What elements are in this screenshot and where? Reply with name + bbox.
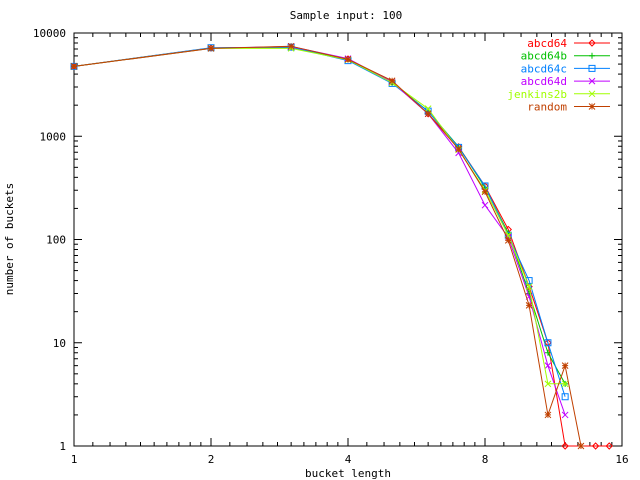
- data-point: [525, 302, 533, 309]
- legend-label: jenkins2b: [507, 88, 567, 101]
- legend-marker: [589, 52, 595, 59]
- x-tick-label: 4: [345, 453, 352, 466]
- x-tick-label: 1: [71, 453, 78, 466]
- data-point: [561, 393, 569, 401]
- legend-label: abcd64: [527, 37, 567, 50]
- data-point: [605, 442, 613, 450]
- series-line: [73, 46, 566, 385]
- data-point: [525, 277, 533, 285]
- legend-marker: [588, 103, 596, 110]
- series-jenkins2b: [70, 45, 569, 388]
- data-point: [344, 56, 352, 63]
- data-point: [577, 442, 585, 450]
- data-point: [70, 63, 78, 70]
- data-point: [591, 442, 600, 450]
- data-point: [544, 349, 551, 356]
- y-tick-label: 1: [59, 440, 66, 453]
- data-point: [504, 237, 512, 244]
- data-point: [287, 42, 295, 50]
- series-random: [70, 42, 585, 450]
- series-abcd64c: [70, 43, 569, 401]
- series-line: [73, 46, 566, 397]
- y-tick-label: 10000: [33, 27, 66, 40]
- data-point: [481, 188, 489, 196]
- y-tick-label: 1000: [40, 130, 67, 143]
- legend-item-random: random: [527, 101, 610, 114]
- legend-marker: [588, 77, 596, 85]
- legend-label: abcd64c: [521, 62, 567, 75]
- legend-label: abcd64b: [521, 50, 567, 63]
- legend-item-jenkins2b: jenkins2b: [507, 88, 610, 101]
- y-tick-label: 10: [53, 337, 66, 350]
- legend-item-abcd64: abcd64: [527, 37, 610, 50]
- series-line: [73, 45, 566, 416]
- legend-label: random: [527, 101, 567, 114]
- data-point: [544, 380, 552, 388]
- data-point: [544, 362, 552, 370]
- series-layer: [70, 42, 613, 450]
- data-point: [424, 105, 432, 113]
- data-point: [561, 411, 569, 419]
- data-point: [561, 362, 569, 370]
- chart-title: Sample input: 100: [290, 9, 403, 22]
- legend: abcd64abcd64babcd64cabcd64djenkins2brand…: [507, 37, 610, 114]
- series-abcd64b: [71, 44, 569, 387]
- data-point: [525, 283, 533, 290]
- y-tick-label: 100: [46, 234, 66, 247]
- x-axis: 1 2 4 8 16: [71, 33, 629, 466]
- series-abcd64d: [70, 43, 569, 419]
- data-point: [561, 442, 569, 450]
- data-point: [481, 201, 489, 209]
- legend-item-abcd64d: abcd64d: [521, 75, 610, 88]
- legend-label: abcd64d: [521, 75, 567, 88]
- y-axis: 1 10 100 1000 10000: [33, 27, 622, 453]
- legend-marker: [588, 64, 596, 72]
- series-line: [73, 47, 566, 385]
- x-tick-label: 16: [615, 453, 628, 466]
- data-point: [544, 339, 552, 347]
- data-point: [424, 110, 432, 118]
- data-point: [207, 45, 215, 52]
- legend-item-abcd64c: abcd64c: [521, 62, 610, 75]
- legend-marker: [588, 90, 596, 98]
- legend-item-abcd64b: abcd64b: [521, 50, 610, 63]
- data-point: [424, 110, 432, 118]
- data-point: [544, 411, 552, 419]
- y-axis-title: number of buckets: [3, 183, 16, 296]
- data-point: [388, 77, 396, 85]
- x-tick-label: 2: [208, 453, 215, 466]
- x-axis-title: bucket length: [305, 467, 391, 480]
- series-line: [73, 45, 582, 447]
- data-point: [561, 380, 569, 388]
- legend-marker: [588, 39, 596, 47]
- data-point: [455, 145, 462, 153]
- x-tick-label: 8: [482, 453, 489, 466]
